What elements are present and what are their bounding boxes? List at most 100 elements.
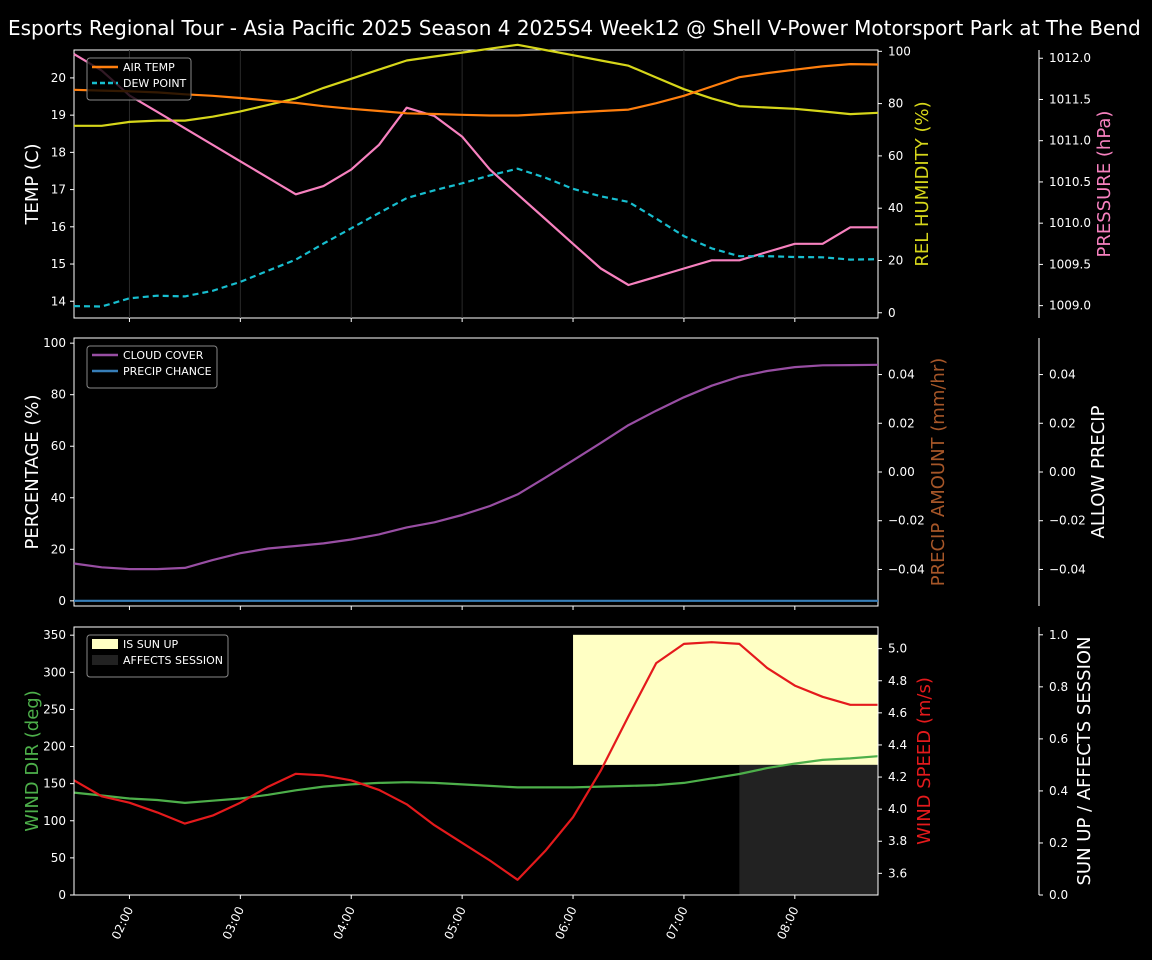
wind-dir-point bbox=[683, 782, 685, 784]
wind-speed-axis: 3.6 3.8 4.0 4.2 4.4 4.6 4.8 5.0 WIND SPEED (m/s) bbox=[878, 642, 935, 880]
pressure-point bbox=[212, 144, 214, 146]
y-tick-label: 100 bbox=[888, 44, 911, 58]
humidity-point bbox=[572, 54, 574, 56]
y-tick-label: 1010.0 bbox=[1049, 216, 1091, 230]
cloud-cover-point bbox=[350, 539, 352, 541]
pressure-point bbox=[267, 177, 269, 179]
air-temp-point bbox=[350, 108, 352, 110]
cloud-cover-point bbox=[655, 410, 657, 412]
humidity-point bbox=[406, 60, 408, 62]
y-tick-label: 100 bbox=[43, 336, 66, 350]
humidity-point bbox=[600, 60, 602, 62]
humidity-point bbox=[350, 78, 352, 80]
y-tick-label: 15 bbox=[51, 257, 66, 271]
precip-chance-point bbox=[517, 600, 519, 602]
wind-dir-point bbox=[822, 759, 824, 761]
humidity-point bbox=[545, 49, 547, 51]
y-tick-label: 0.02 bbox=[888, 416, 915, 430]
y-tick-label: 0.02 bbox=[1049, 416, 1076, 430]
y-tick-label: 60 bbox=[888, 149, 903, 163]
dew-point-point bbox=[850, 259, 852, 261]
wind-speed-point bbox=[628, 715, 630, 717]
precip-chance-point bbox=[711, 600, 713, 602]
dew-point-point bbox=[683, 235, 685, 237]
y-tick-label: 14 bbox=[51, 294, 66, 308]
humidity-point bbox=[739, 105, 741, 107]
precip-chance-point bbox=[572, 600, 574, 602]
panels: 14 15 16 17 18 19 20 TEMP (C) 0 20 40 60 80 100 REL HU… bbox=[22, 43, 1115, 942]
dew-point-point bbox=[434, 190, 436, 192]
precip-amount-axis: −0.04 −0.02 0.00 0.02 0.04 PRECIP AMOUNT (mm/… bbox=[878, 358, 949, 586]
air-temp-point bbox=[517, 115, 519, 117]
dew-point-point bbox=[323, 243, 325, 245]
humidity-point bbox=[766, 107, 768, 109]
legend-label: CLOUD COVER bbox=[123, 349, 204, 362]
temperature-left-axis: 14 15 16 17 18 19 20 TEMP (C) bbox=[22, 71, 74, 308]
dew-point-point bbox=[545, 177, 547, 179]
y-tick-label: 20 bbox=[51, 71, 66, 85]
air-temp-point bbox=[545, 113, 547, 115]
precip-chance-point bbox=[489, 600, 491, 602]
pressure-point bbox=[822, 243, 824, 245]
y-tick-label: 0.04 bbox=[1049, 368, 1076, 382]
y-tick-label: 4.2 bbox=[888, 770, 907, 784]
cloud-cover-point bbox=[489, 505, 491, 507]
y-tick-label: 0.00 bbox=[888, 465, 915, 479]
pressure-point bbox=[434, 115, 436, 117]
dew-point-point bbox=[378, 212, 380, 214]
wind-dir-point bbox=[434, 782, 436, 784]
pressure-point bbox=[628, 284, 630, 286]
dew-point-point bbox=[739, 255, 741, 257]
pressure-point bbox=[572, 243, 574, 245]
wind-speed-point bbox=[461, 842, 463, 844]
dew-point-point bbox=[350, 228, 352, 230]
precip-chance-point bbox=[378, 600, 380, 602]
y-tick-label: 60 bbox=[51, 439, 66, 453]
cloud-cover-point bbox=[877, 364, 879, 366]
precip-chance-point bbox=[406, 600, 408, 602]
dew-point-point bbox=[766, 255, 768, 257]
wind-speed-point bbox=[350, 780, 352, 782]
humidity-point bbox=[212, 116, 214, 118]
dew-point-point bbox=[489, 175, 491, 177]
wind-speed-point bbox=[212, 815, 214, 817]
pressure-point bbox=[461, 136, 463, 138]
wind-speed-point bbox=[240, 802, 242, 804]
wind-series bbox=[73, 641, 879, 881]
y-tick-label: 1010.5 bbox=[1049, 175, 1091, 189]
wind-legend: IS SUN UP AFFECTS SESSION bbox=[86, 634, 229, 678]
precip-chance-point bbox=[323, 600, 325, 602]
air-temp-point bbox=[850, 63, 852, 65]
x-axis bbox=[128, 606, 796, 610]
humidity-point bbox=[683, 88, 685, 90]
precip-chance-point bbox=[156, 600, 158, 602]
legend-label: AFFECTS SESSION bbox=[123, 654, 223, 667]
wind-dir-point bbox=[295, 790, 297, 792]
dew-point-point bbox=[101, 306, 103, 308]
cloud-cover-point bbox=[434, 522, 436, 524]
pressure-point bbox=[794, 243, 796, 245]
y-tick-label: 5.0 bbox=[888, 642, 907, 656]
wind-dir-point bbox=[766, 767, 768, 769]
precip-chance-point bbox=[212, 600, 214, 602]
wind-speed-point bbox=[378, 789, 380, 791]
y-tick-label: −0.02 bbox=[1049, 514, 1086, 528]
pressure-point bbox=[545, 218, 547, 220]
cloud-cover-point bbox=[156, 568, 158, 570]
y-tick-label: 20 bbox=[51, 542, 66, 556]
air-temp-point bbox=[73, 89, 75, 91]
pressure-point bbox=[323, 185, 325, 187]
precip-chance-point bbox=[739, 600, 741, 602]
dew-point-point bbox=[711, 248, 713, 250]
y-tick-label: 19 bbox=[51, 108, 66, 122]
humidity-axis: 0 20 40 60 80 100 REL HUMIDITY (%) bbox=[878, 44, 933, 320]
wind-dir-point bbox=[406, 781, 408, 783]
wind-dir-point bbox=[489, 785, 491, 787]
cloud-cover-point bbox=[850, 364, 852, 366]
precip-chance-point bbox=[101, 600, 103, 602]
wind-dir-line bbox=[73, 755, 879, 805]
precipitation-legend: CLOUD COVER PRECIP CHANCE bbox=[86, 345, 218, 389]
humidity-point bbox=[850, 113, 852, 115]
humidity-point bbox=[434, 56, 436, 58]
